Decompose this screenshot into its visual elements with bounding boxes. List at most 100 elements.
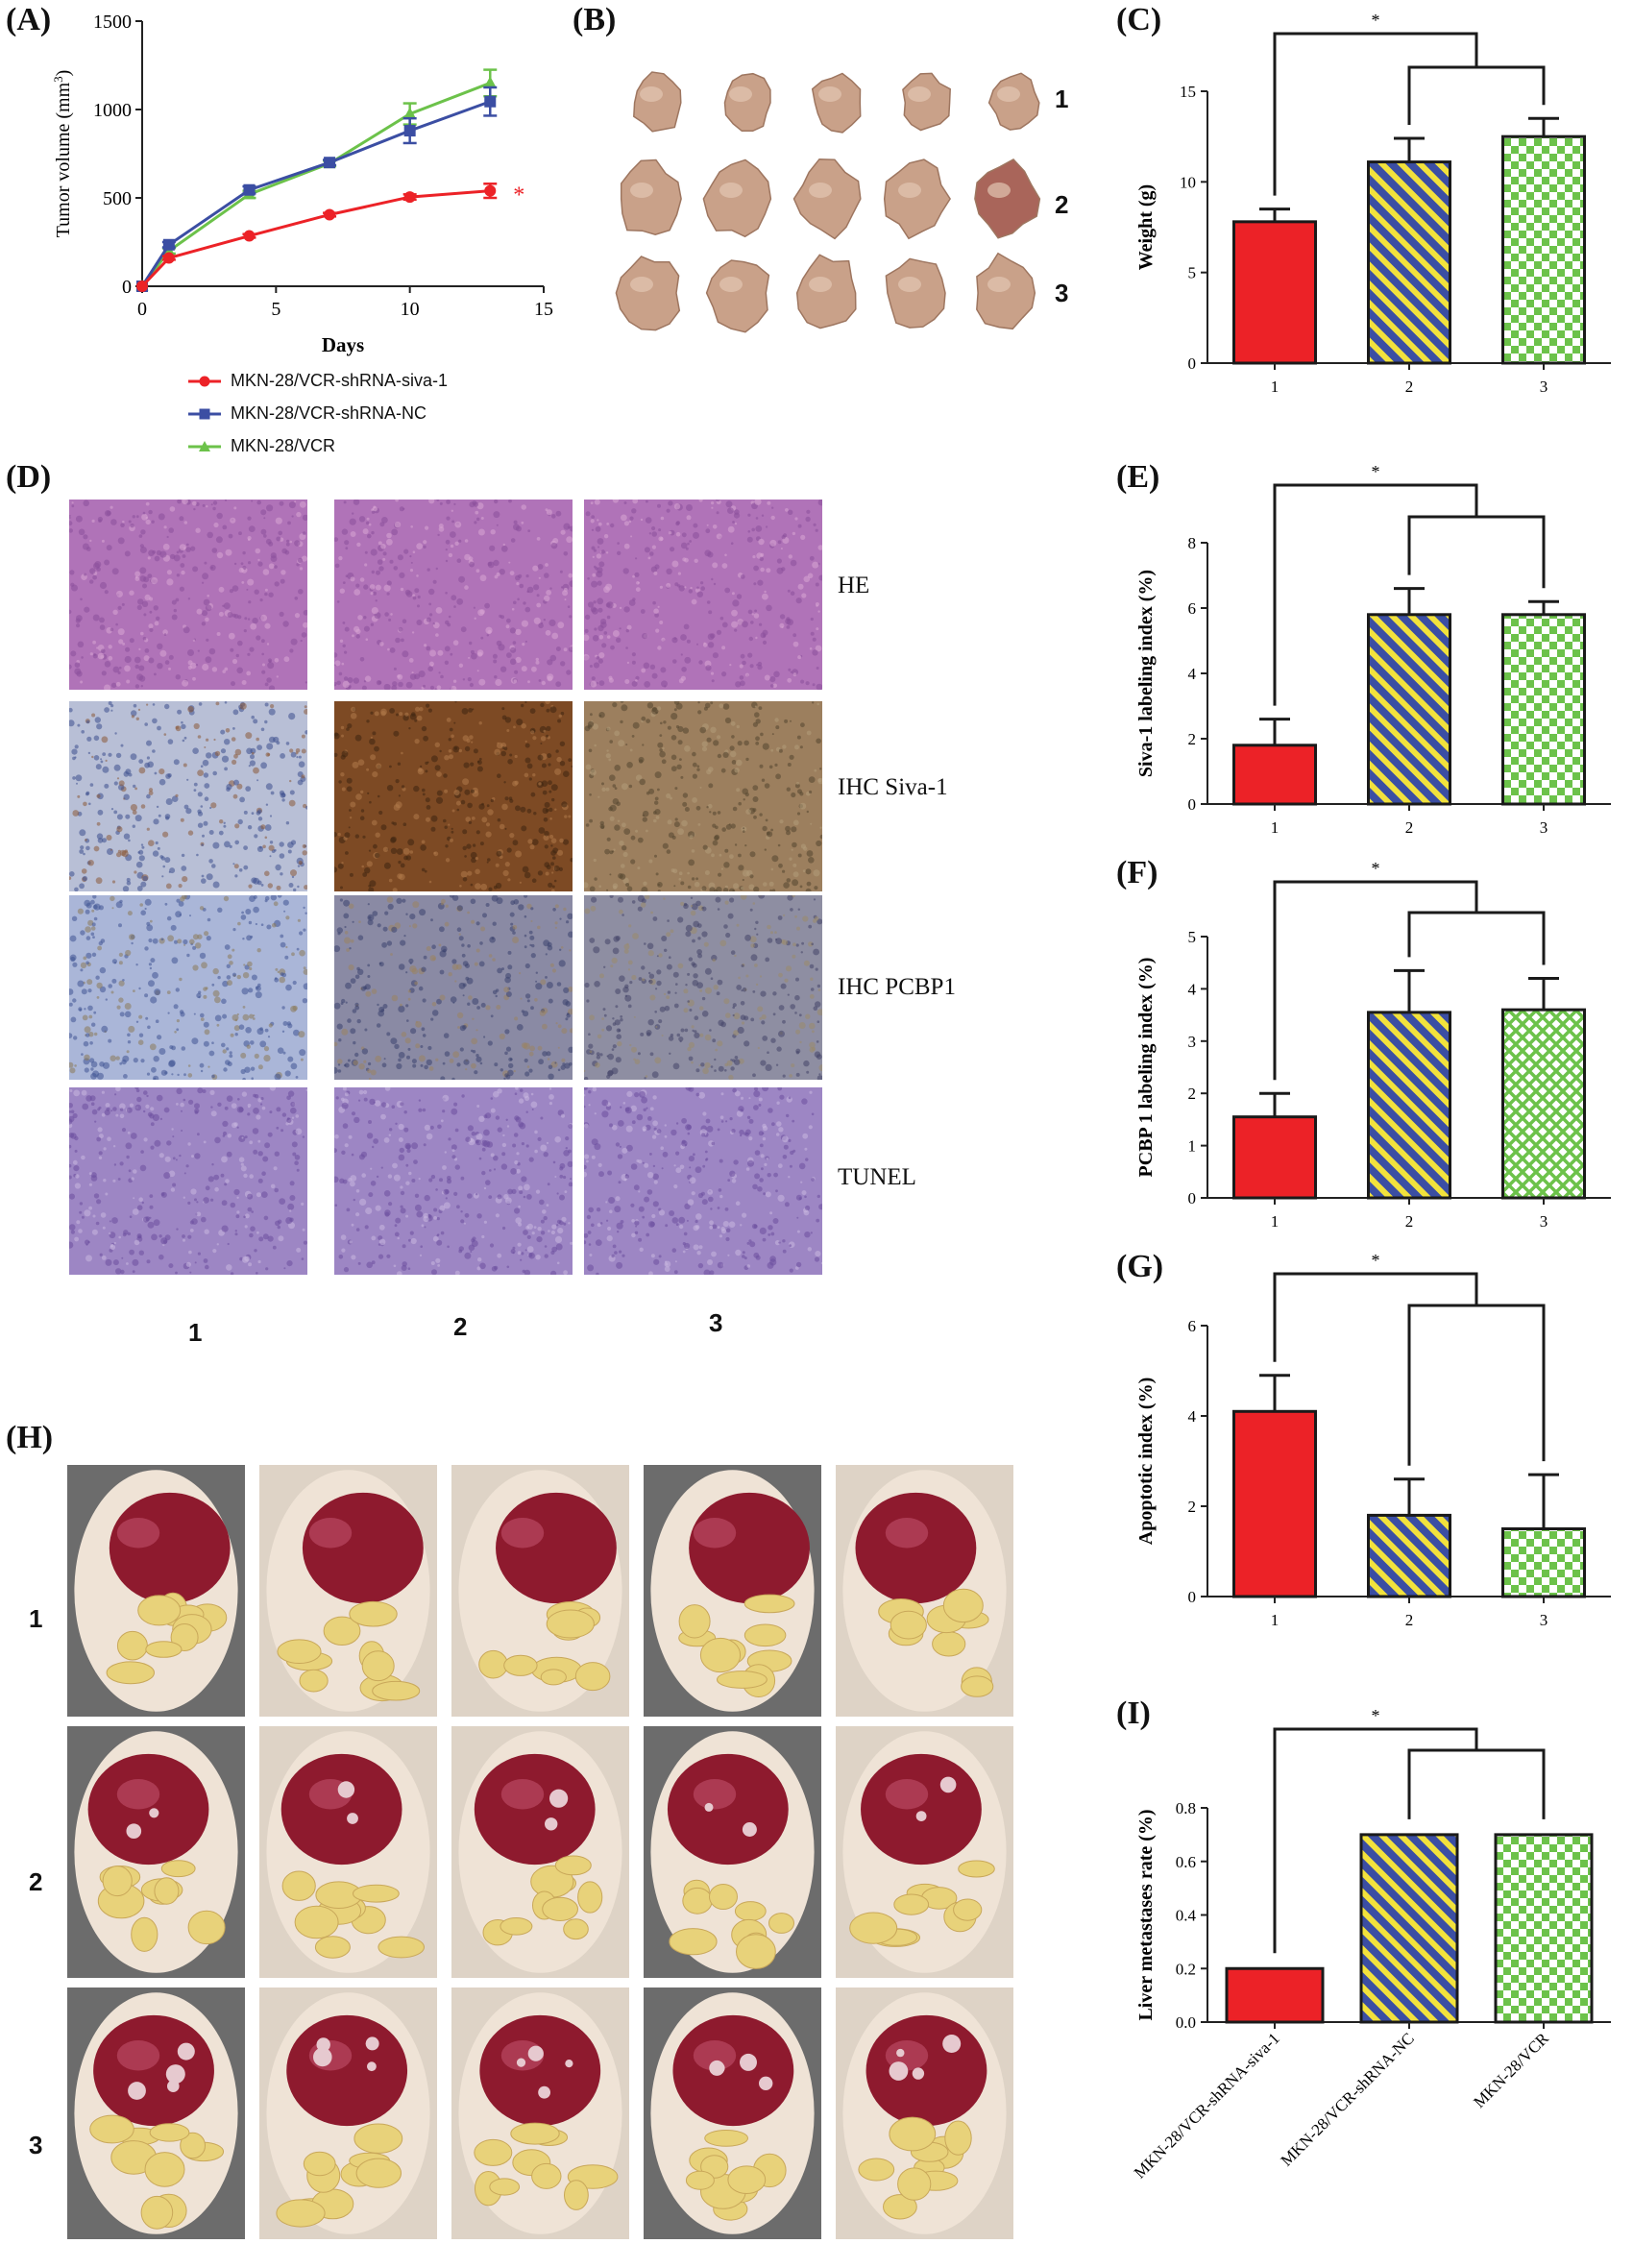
cell-nucleus [560,1064,566,1070]
tumor-shape [792,158,862,240]
cell-nucleus [698,1064,701,1067]
cell-nucleus [403,1110,407,1114]
cell-nucleus [521,1042,528,1049]
cell-nucleus [811,942,814,946]
cell-nucleus [594,627,597,631]
cell-nucleus [631,1219,635,1223]
cell-nucleus [561,1058,566,1062]
x-tick-label: 3 [1540,1212,1548,1231]
cell-nucleus [451,1108,458,1115]
cell-nucleus [367,533,372,539]
cell-nucleus [422,1108,427,1112]
cell-nucleus [526,1065,530,1068]
cell-nucleus [339,639,344,643]
cell-nucleus [392,681,398,687]
cell-nucleus [673,1003,679,1009]
cell-nucleus [268,541,274,547]
cell-nucleus [222,1131,228,1136]
cell-nucleus [260,1191,268,1198]
cell-nucleus [719,853,722,857]
cell-nucleus [287,1090,295,1097]
cell-nucleus [695,805,701,811]
cell-nucleus [658,528,662,532]
cell-nucleus [448,615,451,619]
cell-nucleus [703,1269,711,1275]
cell-nucleus [434,688,437,690]
cell-nucleus [181,723,186,730]
cell-nucleus [559,948,562,951]
cell-nucleus [816,683,822,690]
cell-nucleus [227,1061,232,1067]
cell-nucleus [544,595,550,602]
cell-nucleus [296,756,299,759]
cell-nucleus [240,1162,244,1166]
cell-nucleus [702,1164,706,1168]
cell-nucleus [74,1149,78,1153]
cell-nucleus [784,719,789,723]
cell-nucleus [621,864,625,868]
cell-nucleus [126,679,131,684]
cell-nucleus [805,1158,809,1161]
cell-nucleus [220,729,226,735]
cell-nucleus [279,841,284,847]
y-tick-label: 2 [1188,1085,1197,1103]
cell-nucleus [540,1144,548,1152]
cell-nucleus [369,800,372,804]
bar-1 [1232,744,1317,806]
cell-nucleus [657,890,661,891]
cell-nucleus [711,853,715,858]
cell-nucleus [661,637,666,642]
cell-nucleus [808,941,814,947]
cell-nucleus [631,1232,636,1238]
cell-nucleus [712,823,717,828]
cell-nucleus [241,911,245,915]
cell-nucleus [755,525,763,532]
cell-nucleus [565,1147,568,1150]
cell-nucleus [469,682,474,688]
cell-nucleus [524,945,527,949]
cell-nucleus [176,1228,179,1231]
cell-nucleus [285,1217,293,1225]
liver [496,1492,617,1604]
necropsy-photo-texture [644,1465,821,1717]
cell-nucleus [465,1068,468,1071]
cell-nucleus [568,1046,573,1053]
cell-nucleus [392,1162,398,1169]
cell-nucleus [402,619,407,623]
cell-nucleus [525,1144,529,1148]
cell-nucleus [497,773,501,778]
cell-nucleus [254,1249,257,1253]
cell-nucleus [260,509,267,516]
cell-nucleus [290,840,297,845]
cell-nucleus [642,817,647,822]
cell-nucleus [79,883,85,890]
cell-nucleus [710,1207,713,1210]
cell-nucleus [504,717,512,723]
cell-nucleus [661,936,668,941]
cell-nucleus [769,1211,773,1215]
cell-nucleus [626,886,633,891]
cell-nucleus [437,1124,442,1130]
cell-nucleus [526,808,532,814]
cell-nucleus [262,844,266,849]
cell-nucleus [69,570,75,575]
cell-nucleus [122,1055,130,1062]
cell-nucleus [294,540,301,547]
cell-nucleus [74,662,81,668]
cell-nucleus [221,1156,228,1163]
cell-nucleus [341,750,349,758]
cell-nucleus [96,821,101,826]
cell-nucleus [370,1167,373,1170]
cell-nucleus [144,648,150,653]
cell-nucleus [216,632,221,636]
cell-nucleus [632,933,639,939]
cell-nucleus [83,500,89,507]
cell-nucleus [437,533,440,537]
cell-nucleus [191,1155,194,1158]
cell-nucleus [456,927,462,932]
cell-nucleus [436,771,442,777]
cell-nucleus [342,1123,349,1129]
cell-nucleus [681,532,687,538]
cell-nucleus [678,877,682,881]
cell-nucleus [548,998,553,1004]
